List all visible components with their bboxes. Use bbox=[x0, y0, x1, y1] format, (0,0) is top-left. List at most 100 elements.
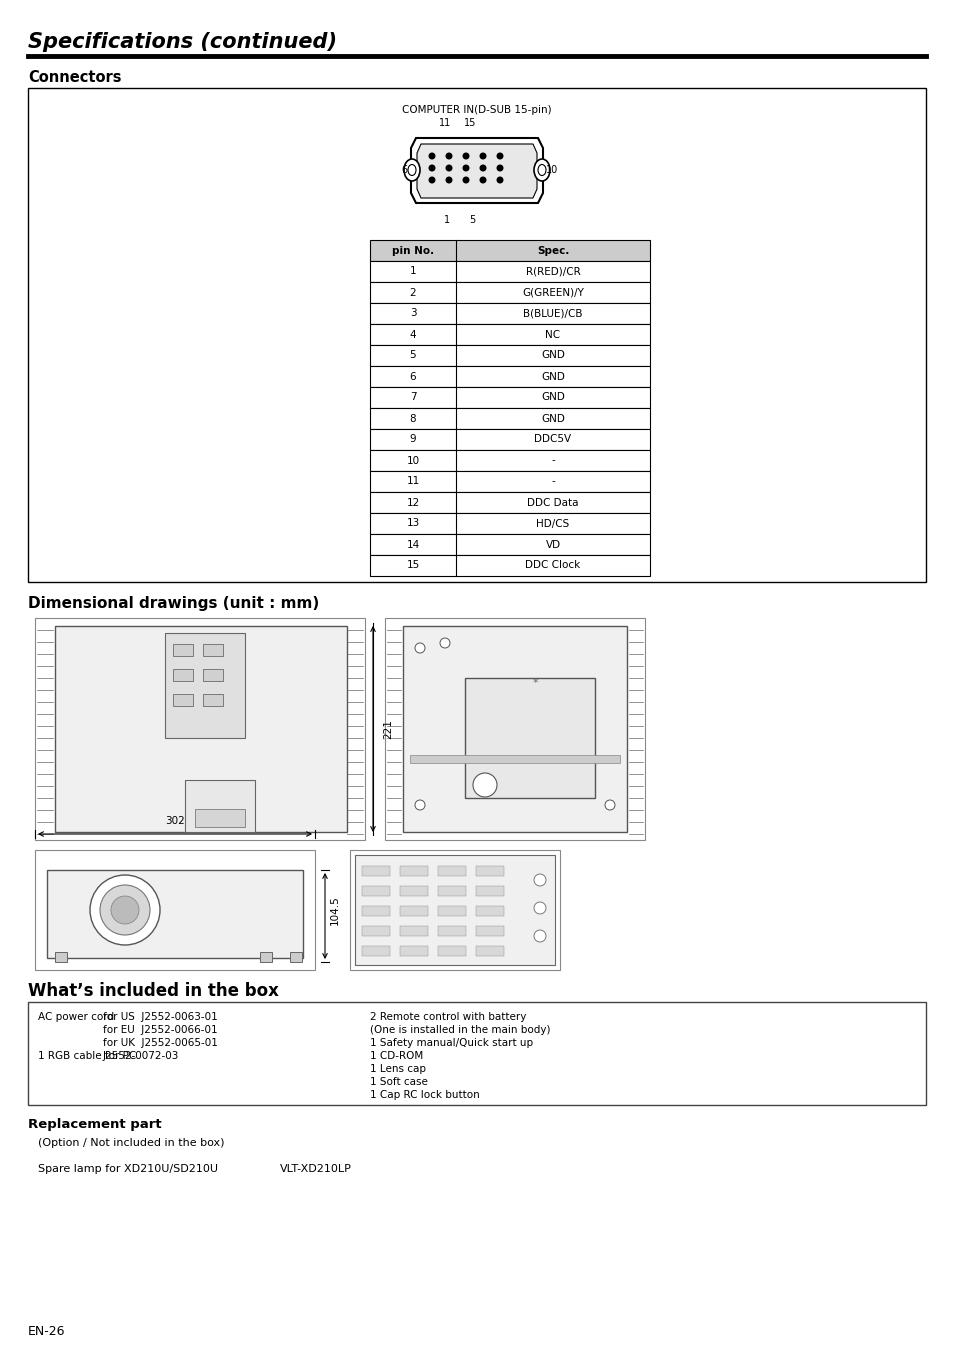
Bar bbox=[350, 851, 559, 971]
Text: 1 Safety manual/Quick start up: 1 Safety manual/Quick start up bbox=[370, 1038, 533, 1047]
Circle shape bbox=[479, 177, 485, 183]
Bar bbox=[55, 625, 347, 832]
Text: G(GREEN)/Y: G(GREEN)/Y bbox=[521, 287, 583, 298]
Text: 6: 6 bbox=[409, 372, 416, 381]
Text: R(RED)/CR: R(RED)/CR bbox=[525, 267, 579, 276]
Bar bbox=[437, 946, 465, 956]
Text: pin No.: pin No. bbox=[392, 245, 434, 256]
Text: 3: 3 bbox=[409, 309, 416, 318]
Bar bbox=[476, 886, 503, 896]
Text: 10: 10 bbox=[545, 164, 558, 175]
Bar bbox=[476, 865, 503, 876]
Bar bbox=[476, 926, 503, 936]
Bar bbox=[194, 809, 245, 828]
Bar bbox=[370, 303, 649, 324]
Bar bbox=[370, 470, 649, 492]
Circle shape bbox=[429, 166, 435, 171]
Text: 11: 11 bbox=[438, 119, 451, 128]
Bar bbox=[370, 367, 649, 387]
Bar bbox=[28, 88, 925, 582]
Text: 11: 11 bbox=[406, 476, 419, 487]
Ellipse shape bbox=[403, 159, 419, 181]
Bar bbox=[355, 855, 555, 965]
Bar bbox=[370, 324, 649, 345]
Bar bbox=[55, 952, 67, 962]
Bar bbox=[361, 865, 390, 876]
Bar bbox=[203, 669, 223, 681]
Circle shape bbox=[446, 177, 452, 183]
Bar bbox=[370, 429, 649, 450]
Bar bbox=[165, 634, 245, 737]
Text: VD: VD bbox=[545, 539, 560, 550]
Bar bbox=[399, 906, 428, 917]
Circle shape bbox=[446, 154, 452, 159]
Bar bbox=[437, 886, 465, 896]
Text: VLT-XD210LP: VLT-XD210LP bbox=[280, 1165, 352, 1174]
Bar bbox=[370, 450, 649, 470]
Circle shape bbox=[100, 886, 150, 936]
Text: 1 CD-ROM: 1 CD-ROM bbox=[370, 1051, 423, 1061]
Circle shape bbox=[429, 154, 435, 159]
Circle shape bbox=[439, 638, 450, 648]
Circle shape bbox=[415, 643, 424, 652]
Text: J2552-0072-03: J2552-0072-03 bbox=[103, 1051, 179, 1061]
Text: Connectors: Connectors bbox=[28, 70, 121, 85]
Bar bbox=[370, 514, 649, 534]
Text: EN-26: EN-26 bbox=[28, 1325, 66, 1339]
Text: 1 RGB cable for PC: 1 RGB cable for PC bbox=[38, 1051, 136, 1061]
Text: 1 Cap RC lock button: 1 Cap RC lock button bbox=[370, 1091, 479, 1100]
Text: Specifications (continued): Specifications (continued) bbox=[28, 32, 336, 53]
Text: -: - bbox=[551, 476, 555, 487]
Bar bbox=[370, 408, 649, 429]
Bar bbox=[172, 694, 193, 706]
Circle shape bbox=[429, 177, 435, 183]
Ellipse shape bbox=[408, 164, 416, 175]
Text: (Option / Not included in the box): (Option / Not included in the box) bbox=[38, 1138, 224, 1148]
Bar bbox=[385, 617, 644, 840]
Bar bbox=[410, 755, 619, 763]
Text: 5: 5 bbox=[468, 214, 475, 225]
Text: DDC Data: DDC Data bbox=[527, 497, 578, 507]
Bar bbox=[203, 694, 223, 706]
Circle shape bbox=[111, 896, 139, 923]
Bar bbox=[172, 669, 193, 681]
Text: 8: 8 bbox=[409, 414, 416, 423]
Bar bbox=[35, 851, 314, 971]
Text: 9: 9 bbox=[409, 434, 416, 445]
Ellipse shape bbox=[534, 159, 550, 181]
Text: 1 Soft case: 1 Soft case bbox=[370, 1077, 428, 1086]
Text: AC power cord: AC power cord bbox=[38, 1012, 114, 1022]
Text: DDC5V: DDC5V bbox=[534, 434, 571, 445]
Bar bbox=[185, 780, 254, 832]
Circle shape bbox=[463, 166, 468, 171]
Bar bbox=[437, 865, 465, 876]
Text: Spare lamp for XD210U/SD210U: Spare lamp for XD210U/SD210U bbox=[38, 1165, 218, 1174]
Text: 12: 12 bbox=[406, 497, 419, 507]
Text: 221: 221 bbox=[382, 718, 393, 739]
Bar bbox=[260, 952, 272, 962]
Bar bbox=[370, 387, 649, 408]
Text: HD/CS: HD/CS bbox=[536, 519, 569, 528]
Circle shape bbox=[497, 177, 502, 183]
Bar bbox=[476, 906, 503, 917]
Text: 1: 1 bbox=[443, 214, 450, 225]
Text: for UK  J2552-0065-01: for UK J2552-0065-01 bbox=[103, 1038, 217, 1047]
Text: What’s included in the box: What’s included in the box bbox=[28, 981, 278, 1000]
Bar bbox=[370, 534, 649, 555]
Text: 2 Remote control with battery: 2 Remote control with battery bbox=[370, 1012, 526, 1022]
Text: 2: 2 bbox=[409, 287, 416, 298]
Text: GND: GND bbox=[540, 392, 564, 403]
Text: (One is installed in the main body): (One is installed in the main body) bbox=[370, 1024, 550, 1035]
Circle shape bbox=[534, 874, 545, 886]
Text: DDC Clock: DDC Clock bbox=[525, 561, 580, 570]
Bar bbox=[172, 644, 193, 656]
Text: 1 Lens cap: 1 Lens cap bbox=[370, 1064, 426, 1074]
Text: 104.5: 104.5 bbox=[330, 895, 339, 925]
Text: 15: 15 bbox=[406, 561, 419, 570]
Circle shape bbox=[604, 799, 615, 810]
Text: 7: 7 bbox=[409, 392, 416, 403]
Text: 1: 1 bbox=[409, 267, 416, 276]
Bar bbox=[290, 952, 302, 962]
Bar bbox=[361, 926, 390, 936]
Text: 15: 15 bbox=[463, 119, 476, 128]
